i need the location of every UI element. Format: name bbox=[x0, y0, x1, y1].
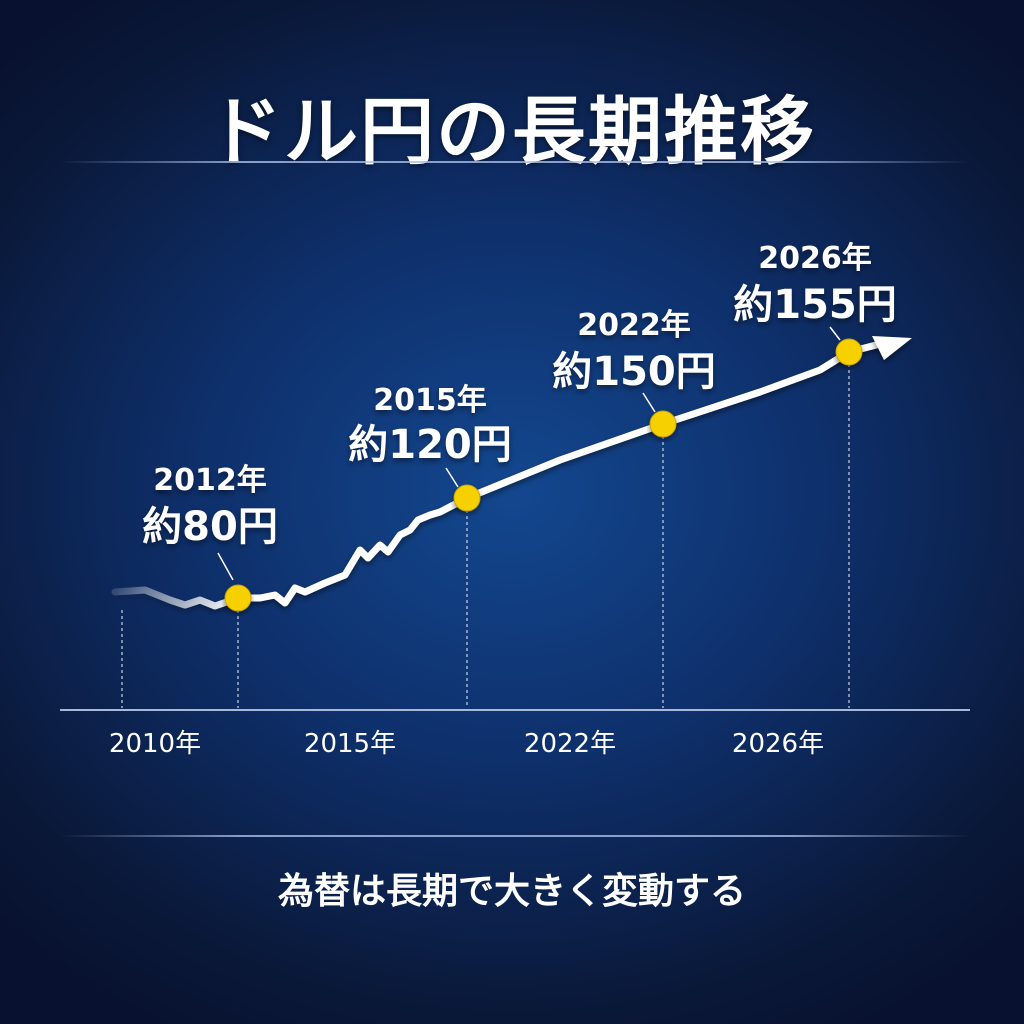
data-point-marker bbox=[649, 410, 677, 438]
point-leader-line bbox=[445, 467, 459, 488]
point-year-label: 2022年 bbox=[577, 308, 691, 343]
page-title: ドル円の長期推移 bbox=[208, 89, 816, 175]
x-tick-label: 2015年 bbox=[304, 729, 396, 759]
point-value-label: 約150円 bbox=[552, 349, 716, 395]
point-leader-line bbox=[829, 326, 841, 341]
trend-line bbox=[111, 340, 884, 610]
point-value-label: 約80円 bbox=[142, 504, 278, 550]
data-point-marker bbox=[453, 484, 481, 512]
point-year-label: 2012年 bbox=[153, 463, 267, 498]
trend-arrowhead-icon bbox=[872, 336, 912, 360]
point-value-label: 約155円 bbox=[733, 282, 897, 328]
data-point-marker bbox=[835, 338, 863, 366]
x-tick-label: 2026年 bbox=[732, 729, 824, 759]
x-tick-label: 2010年 bbox=[109, 729, 201, 759]
x-tick-label: 2022年 bbox=[524, 729, 616, 759]
point-value-label: 約120円 bbox=[348, 422, 512, 468]
subtitle: 為替は長期で大きく変動する bbox=[277, 871, 746, 912]
point-year-label: 2015年 bbox=[373, 383, 487, 418]
data-point-marker bbox=[224, 584, 252, 612]
point-leader-line bbox=[217, 552, 234, 581]
footer-divider bbox=[60, 835, 970, 837]
point-year-label: 2026年 bbox=[758, 241, 872, 276]
title-divider bbox=[60, 161, 970, 163]
point-leader-line bbox=[642, 392, 656, 413]
